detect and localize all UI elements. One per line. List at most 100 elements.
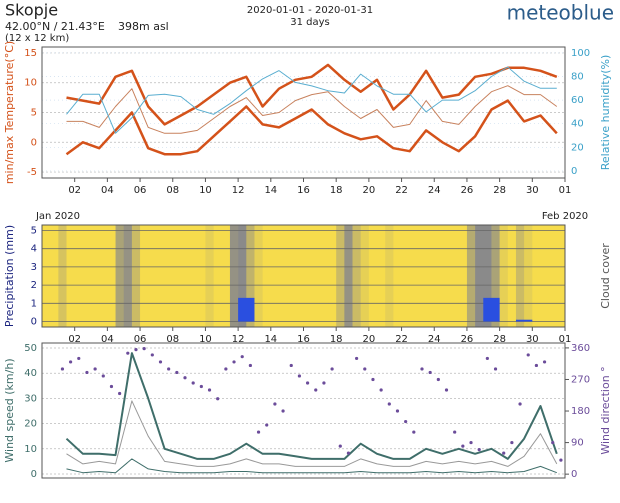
cloud-cover [123,225,133,327]
direction-point [216,397,220,401]
direction-point [355,356,359,361]
annotation: Jan 2020 [35,211,80,222]
direction-point [404,419,408,424]
line-series [66,458,557,474]
cloud-cover [393,225,402,327]
y2-axis-label: Wind direction ° [599,366,612,454]
direction-point [85,370,89,375]
direction-point [469,440,473,445]
cloud-cover [246,225,255,327]
cloud-cover [270,225,280,327]
direction-point [428,370,432,375]
y-tick-label: 4 [31,244,37,255]
direction-point [559,458,563,462]
x-tick-label: 12 [232,185,245,196]
direction-point [379,388,383,392]
x-tick-label: 02 [68,185,81,196]
direction-point [134,348,138,352]
panel: 0 10 20 30 40 50 0 90 180 270 360 Wind speed (km/h)… [3,342,612,480]
cloud-cover [426,225,435,327]
direction-point [167,367,171,371]
y2-tick-label: 80 [571,72,584,83]
y2-tick-label: 270 [571,374,590,385]
precipitation-bar [515,319,533,322]
direction-point [77,356,81,361]
direction-point [526,353,530,357]
cloud-cover [180,225,190,327]
cloud-cover [238,225,247,327]
x-tick-label: 14 [264,185,277,196]
x-tick-label: 01 [559,334,572,345]
cloud-cover [221,225,231,327]
x-tick-label: 14 [264,334,277,345]
x-tick-label: 26 [461,334,474,345]
direction-point [297,374,302,378]
direction-point [444,388,449,392]
x-tick-label: 04 [101,334,114,345]
direction-point [420,367,424,371]
y-tick-label: 5 [31,108,37,119]
x-tick-label: 06 [134,334,147,345]
y-tick-label: 0 [31,317,37,328]
direction-point [183,376,187,380]
x-tick-label: 20 [363,334,376,345]
direction-point [510,440,514,445]
x-tick-label: 24 [428,334,441,345]
cloud-cover [295,225,304,327]
plot-frame [41,46,566,179]
cloud-cover [107,225,116,327]
brand: meteoblue [507,1,614,25]
x-tick-label: 10 [199,334,212,345]
cloud-cover [368,225,378,327]
direction-point [346,451,351,455]
line-series [66,400,558,467]
direction-point [493,367,498,371]
direction-point [232,360,236,364]
cloud-cover [344,225,353,327]
x-tick-label: 22 [395,185,408,196]
period: 2020-01-01 - 2020-01-31 [247,5,373,16]
cloud-cover [499,225,509,327]
x-tick-label: 08 [166,334,179,345]
cloud-cover [91,225,100,327]
cloud-cover [507,225,517,327]
y-tick-label: -5 [27,167,37,178]
y-tick-label: 30 [24,393,37,404]
panel: -5 0 5 10 15 0 20 40 60 80 100 02 04 06 08 10 12 14 16 18 20… [3,41,612,196]
x-tick-label: 04 [101,185,114,196]
line-series [66,63,558,126]
y-tick-label: 1 [31,298,37,309]
cloud-cover [377,225,386,327]
y-tick-label: 40 [24,368,37,379]
cloud-cover [401,225,411,327]
x-tick-label: 16 [297,185,310,196]
direction-point [60,367,65,371]
y2-axis-label: Cloud cover [599,243,612,309]
cloud-cover [189,225,198,327]
y-axis-label: Precipitation (mm) [3,225,16,327]
x-tick-label: 08 [166,185,179,196]
cloud-cover [556,225,566,327]
direction-point [69,360,73,364]
direction-point [126,351,130,355]
direction-point [363,367,367,371]
cloud-cover [458,225,468,327]
y-tick-label: 5 [31,225,37,236]
direction-point [436,377,440,382]
x-tick-label: 16 [297,334,310,345]
y-tick-label: 0 [31,137,37,148]
cloud-cover [156,225,165,327]
direction-point [371,377,375,382]
cloud-cover [148,225,157,327]
direction-point [395,409,400,413]
cloud-cover [532,225,541,327]
direction-point [158,360,163,364]
precipitation-bar [483,297,500,322]
cloud-cover [197,225,206,327]
cloud-cover [131,225,141,327]
direction-point [330,367,334,371]
direction-point [412,430,416,434]
direction-point [207,388,212,392]
direction-point [289,363,293,368]
